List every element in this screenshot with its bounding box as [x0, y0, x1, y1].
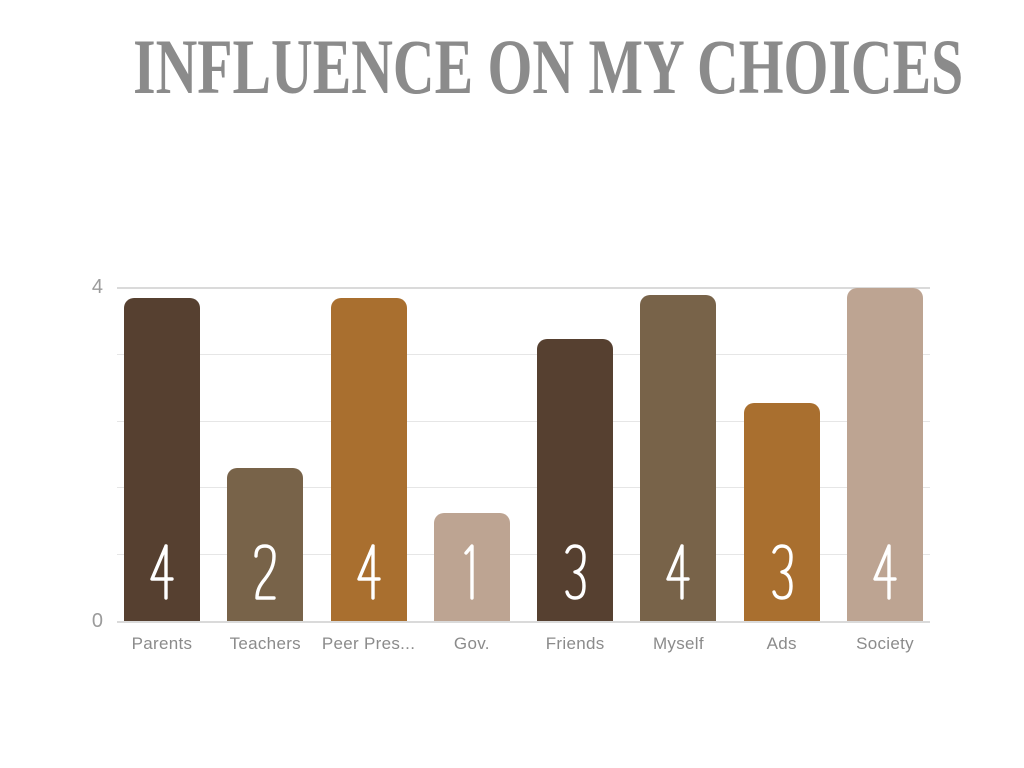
bar-ads	[743, 403, 820, 621]
y-axis-tick-0: 0	[91, 610, 103, 632]
bar-teachers	[227, 468, 304, 621]
bar-column-friends: Friends	[537, 287, 614, 653]
bar-column-gov: Gov.	[433, 287, 510, 653]
bar-value-label	[873, 544, 897, 600]
bar-value-label	[464, 544, 474, 600]
gridline	[117, 420, 930, 422]
bar-myself	[640, 294, 717, 621]
bar-value-label	[356, 544, 381, 600]
y-axis-tick-4: 4	[91, 276, 103, 298]
bar-value-label	[565, 544, 586, 600]
bar-column-ads: Ads	[743, 287, 820, 653]
category-label-society: Society	[856, 634, 914, 653]
category-label-friends: Friends	[545, 634, 605, 653]
category-label-parents: Parents	[131, 634, 193, 653]
plot-area: Parents Teachers Peer Pres... Gov. Friends My…	[117, 287, 930, 653]
bar-friends	[537, 338, 614, 621]
bar-column-society: Society	[847, 287, 923, 653]
category-label-peer-pres: Peer Pres...	[321, 634, 416, 653]
bar-society	[847, 287, 923, 621]
bar-gov	[433, 513, 510, 621]
category-label-gov: Gov.	[453, 634, 490, 653]
bar-column-peer-pres: Peer Pres...	[322, 287, 415, 653]
category-label-ads: Ads	[766, 634, 797, 653]
bar-peer-pres	[330, 297, 407, 621]
chart-title: INFLUENCE ON MY CHOICES	[133, 23, 964, 110]
gridline	[117, 287, 930, 289]
bar-column-myself: Myself	[640, 287, 717, 653]
category-label-teachers: Teachers	[229, 634, 301, 653]
gridline	[117, 554, 930, 556]
bar-parents	[124, 297, 200, 621]
bar-column-teachers: Teachers	[227, 287, 304, 653]
gridline	[117, 353, 930, 355]
bar-value-label	[772, 544, 793, 600]
gridline	[117, 487, 930, 489]
bar-value-label	[150, 544, 174, 600]
category-label-myself: Myself	[652, 634, 704, 653]
gridline	[117, 621, 930, 623]
bar-value-label	[254, 544, 276, 600]
bar-value-label	[666, 544, 691, 600]
bar-column-parents: Parents	[124, 287, 200, 653]
